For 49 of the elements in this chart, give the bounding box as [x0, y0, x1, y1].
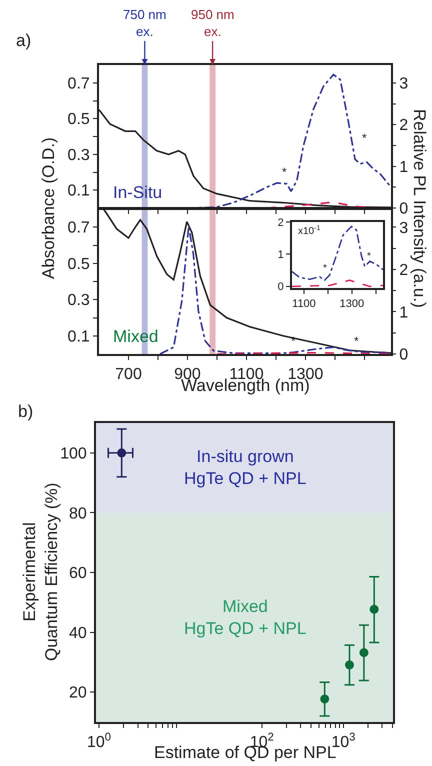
y-tick-label: 100 [60, 446, 87, 462]
y-tick-label: 0 [278, 281, 284, 294]
line-series [159, 226, 391, 354]
x-tick-label: 1300 [340, 298, 364, 310]
y2-tick-label: 3 [399, 76, 408, 93]
line-series [292, 280, 383, 288]
x-tick-label: 10$^{0}$ [86, 731, 111, 752]
y-tick-label: 0.5 [68, 111, 90, 128]
y-tick-label: 20 [69, 684, 87, 702]
text: a) [16, 31, 32, 50]
band-label: 950 nm ex. [191, 7, 234, 39]
y-tick-label: 0.1 [68, 328, 90, 346]
line-series [292, 226, 383, 281]
annotation: * [323, 263, 327, 274]
annotation: Mixed [113, 327, 158, 346]
y2-tick-label: 0 [399, 200, 408, 218]
y2-tick-label: 2 [399, 117, 408, 134]
y-axis-title: Absorbance (O.D.) [39, 137, 58, 279]
y-tick-label: 40 [69, 624, 87, 642]
y2-tick-label: 1 [399, 158, 408, 176]
y-tick-label: 0.1 [68, 182, 90, 200]
annotation: * [367, 251, 371, 262]
annotation: In-Situ [113, 183, 162, 202]
y2-tick-label: 0 [399, 346, 408, 364]
y-tick-label: 1 [278, 249, 284, 262]
annotation: * [354, 334, 359, 348]
x-tick-label: 10$^{3}$ [331, 731, 356, 752]
annotation: * [362, 131, 367, 145]
y2-tick-label: 1 [399, 304, 408, 322]
band-label: 750 nm ex. [123, 7, 166, 39]
annotation: * [282, 165, 287, 179]
y-tick-label: 80 [69, 505, 87, 522]
y-tick-label: 0.3 [68, 146, 90, 164]
y-tick-label: 0.7 [68, 75, 90, 92]
band-label: In-situ grown HgTe QD + NPL [184, 447, 306, 488]
y-tick-label: 0.5 [68, 256, 90, 273]
y-tick-label: 2 [278, 216, 284, 229]
text: b) [18, 402, 34, 421]
y2-axis-title: Relative PL Intensity (a.u.) [410, 109, 429, 308]
band-label: Mixed HgTe QD + NPL [184, 597, 306, 638]
annotation: x10$^{-1}$ [298, 225, 320, 238]
y-tick-label: 0.7 [68, 220, 90, 237]
y-tick-label: 60 [69, 565, 87, 582]
y2-tick-label: 3 [399, 220, 408, 237]
y-tick-label: 0.3 [68, 292, 90, 310]
x-tick-label: 1100 [292, 298, 316, 310]
x-tick-label: 700 [115, 366, 142, 384]
y-axis-title: Experimental Quantum Efficiency (%) [20, 482, 62, 661]
y2-tick-label: 2 [399, 262, 408, 280]
